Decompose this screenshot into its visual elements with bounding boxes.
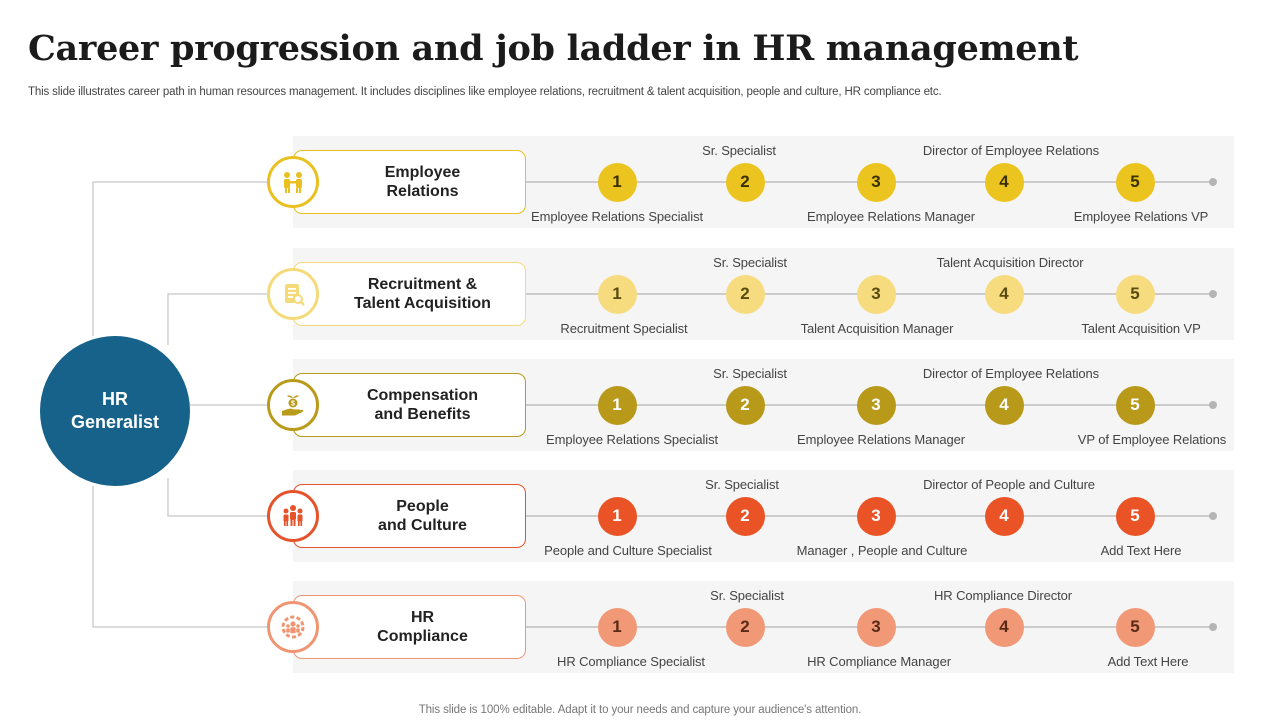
career-step-3: 3 [856,274,896,314]
role-label-below: Add Text Here [1107,654,1189,669]
role-label-above: Director of People and Culture [923,477,1095,492]
role-label-above: Director of Employee Relations [922,143,1100,158]
connector-line [167,478,268,517]
recruitment-document-icon [267,268,319,320]
role-label-above: Talent Acquisition Director [936,255,1084,270]
career-step-2: 2 [725,274,765,314]
team-gear-icon [267,601,319,653]
role-label-above: HR Compliance Director [934,588,1072,603]
career-step-1: 1 [597,385,637,425]
career-step-2: 2 [725,162,765,202]
career-step-4: 4 [984,385,1024,425]
track-end-dot [1209,401,1217,409]
role-label-below: Employee Relations Specialist [531,209,703,224]
role-label-above: Sr. Specialist [713,255,787,270]
discipline-card: People and Culture [293,484,526,548]
employee-relations-icon [267,156,319,208]
role-label-below: HR Compliance Specialist [557,654,705,669]
discipline-card: HR Compliance [293,595,526,659]
role-label-below: Manager , People and Culture [796,543,968,558]
career-step-3: 3 [856,385,896,425]
track-end-dot [1209,623,1217,631]
people-group-icon [267,490,319,542]
discipline-label: Compensation and Benefits [366,387,479,423]
svg-text:$: $ [291,401,295,408]
career-step-1: 1 [597,162,637,202]
career-step-2: 2 [725,385,765,425]
role-label-below: HR Compliance Manager [807,654,951,669]
role-label-above: Sr. Specialist [710,588,784,603]
track-end-dot [1209,178,1217,186]
connector-line [92,181,268,336]
career-step-5: 5 [1115,274,1155,314]
track-end-dot [1209,290,1217,298]
discipline-label: Recruitment & Talent Acquisition [354,276,491,312]
role-label-above: Sr. Specialist [702,143,776,158]
role-label-above: Director of Employee Relations [922,366,1100,381]
career-step-5: 5 [1115,496,1155,536]
discipline-label: HR Compliance [377,609,468,645]
career-step-3: 3 [856,496,896,536]
career-step-3: 3 [856,607,896,647]
discipline-label: People and Culture [378,498,467,534]
page-title: Career progression and job ladder in HR … [28,28,1079,69]
discipline-card: Employee Relations [293,150,526,214]
career-step-4: 4 [984,607,1024,647]
discipline-card: Recruitment & Talent Acquisition [293,262,526,326]
career-step-1: 1 [597,496,637,536]
role-label-below: Add Text Here [1100,543,1182,558]
track-end-dot [1209,512,1217,520]
connector-line [167,293,268,345]
page-subtitle: This slide illustrates career path in hu… [28,86,942,98]
career-step-5: 5 [1115,385,1155,425]
career-step-2: 2 [725,607,765,647]
career-step-5: 5 [1115,607,1155,647]
role-label-below: Talent Acquisition VP [1081,321,1201,336]
role-label-below: Employee Relations Manager [797,432,965,447]
role-label-below: Employee Relations Manager [807,209,975,224]
role-label-below: Talent Acquisition Manager [800,321,954,336]
role-label-above: Sr. Specialist [713,366,787,381]
connector-line [92,486,268,628]
money-plant-hand-icon: $ [267,379,319,431]
career-step-5: 5 [1115,162,1155,202]
role-label-below: People and Culture Specialist [544,543,712,558]
footer-note: This slide is 100% editable. Adapt it to… [418,704,862,716]
career-step-2: 2 [725,496,765,536]
role-label-below: Employee Relations Specialist [546,432,718,447]
career-step-4: 4 [984,162,1024,202]
career-step-4: 4 [984,496,1024,536]
career-step-4: 4 [984,274,1024,314]
role-label-above: Sr. Specialist [705,477,779,492]
hr-generalist-node: HR Generalist [40,336,190,486]
discipline-card: Compensation and Benefits [293,373,526,437]
role-label-below: Employee Relations VP [1073,209,1209,224]
role-label-below: Recruitment Specialist [560,321,688,336]
role-label-below: VP of Employee Relations [1077,432,1227,447]
career-step-1: 1 [597,607,637,647]
discipline-label: Employee Relations [384,164,461,200]
career-step-3: 3 [856,162,896,202]
career-step-1: 1 [597,274,637,314]
